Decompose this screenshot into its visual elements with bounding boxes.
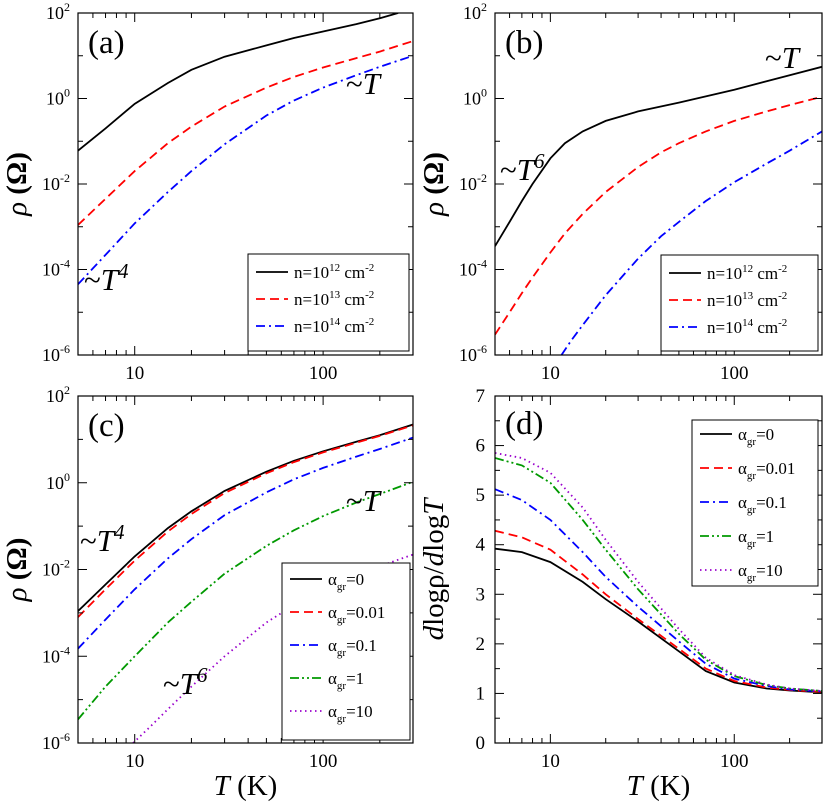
y-tick-label: 10-2 bbox=[42, 557, 70, 580]
legend: αgr=0 αgr=0.01 αgr=0.1 αgr=1 αgr=10 bbox=[691, 419, 819, 587]
x-tick-label: 10 bbox=[125, 751, 144, 772]
legend-label: αgr=0.01 bbox=[738, 459, 795, 482]
y-axis-label: ρ (Ω) bbox=[1, 152, 33, 217]
y-tick-label: 10-6 bbox=[42, 342, 70, 365]
y-tick-label: 4 bbox=[476, 535, 486, 556]
legend: n=1012 cm-2 n=1013 cm-2 n=1014 cm-2 bbox=[660, 254, 819, 352]
legend-label: n=1013 cm-2 bbox=[294, 289, 374, 309]
panel-label: (b) bbox=[505, 25, 543, 61]
y-tick-label: 100 bbox=[46, 470, 70, 493]
x-tick-label: 100 bbox=[720, 363, 749, 384]
series-line bbox=[78, 480, 413, 720]
panel-label: (d) bbox=[505, 406, 543, 442]
annotation: ~T bbox=[346, 66, 383, 101]
y-tick-label: 10-4 bbox=[459, 257, 487, 280]
series-line bbox=[78, 40, 413, 226]
panel-label: (c) bbox=[88, 408, 125, 444]
x-tick-label: 100 bbox=[309, 363, 338, 384]
y-tick-label: 3 bbox=[476, 584, 486, 605]
legend-label: n=1012 cm-2 bbox=[294, 262, 374, 282]
series-line bbox=[495, 488, 822, 693]
x-axis-label: T (K) bbox=[627, 770, 691, 802]
x-tick-label: 10 bbox=[541, 751, 560, 772]
y-axis-label: dlogρ/dlogT bbox=[418, 497, 450, 641]
legend: αgr=0 αgr=0.01 αgr=0.1 αgr=1 αgr=10 bbox=[281, 562, 411, 741]
y-tick-label: 2 bbox=[476, 634, 486, 655]
x-tick-label: 100 bbox=[309, 751, 338, 772]
series-line bbox=[78, 424, 413, 618]
legend-label: n=1013 cm-2 bbox=[707, 290, 787, 310]
series-line bbox=[495, 65, 822, 247]
x-axis-label: T (K) bbox=[214, 770, 278, 802]
y-tick-label: 102 bbox=[463, 0, 487, 23]
legend-box bbox=[247, 253, 410, 352]
y-tick-label: 10-2 bbox=[42, 171, 70, 194]
annotation: ~T4 bbox=[80, 520, 125, 558]
y-axis-label: ρ (Ω) bbox=[418, 152, 450, 217]
legend-label: n=1014 cm-2 bbox=[707, 317, 787, 337]
panel-2: 10 100 10-6 10-4 10-2 100 102 T (K) ρ (Ω) (c) ~T4 ~… bbox=[1, 383, 414, 802]
y-tick-label: 10-4 bbox=[42, 257, 70, 280]
legend-label: αgr=0 bbox=[738, 425, 774, 448]
series-line bbox=[560, 130, 822, 355]
y-tick-label: 100 bbox=[463, 86, 487, 109]
legend-label: αgr=10 bbox=[328, 702, 373, 725]
y-tick-label: 6 bbox=[476, 436, 486, 457]
series-line bbox=[495, 452, 822, 692]
x-tick-label: 100 bbox=[720, 751, 749, 772]
series-line bbox=[495, 95, 822, 336]
legend-label: αgr=10 bbox=[738, 561, 783, 584]
legend: n=1012 cm-2 n=1013 cm-2 n=1014 cm-2 bbox=[247, 253, 410, 352]
series-line bbox=[495, 529, 822, 693]
y-tick-label: 10-4 bbox=[42, 643, 70, 666]
y-tick-label: 10-6 bbox=[459, 342, 487, 365]
legend-label: n=1014 cm-2 bbox=[294, 316, 374, 336]
annotation: ~T bbox=[765, 40, 802, 75]
legend-box bbox=[281, 562, 411, 741]
legend-label: αgr=1 bbox=[738, 527, 774, 550]
legend-label: αgr=0.1 bbox=[328, 636, 377, 659]
legend-label: αgr=0 bbox=[328, 570, 364, 593]
x-tick-label: 10 bbox=[541, 363, 560, 384]
y-tick-label: 100 bbox=[46, 86, 70, 109]
y-tick-label: 102 bbox=[46, 383, 70, 406]
annotation: ~T4 bbox=[84, 259, 129, 297]
annotation: ~T bbox=[346, 483, 383, 518]
y-tick-label: 5 bbox=[476, 485, 486, 506]
legend-box bbox=[691, 419, 819, 587]
y-axis-label: ρ (Ω) bbox=[1, 538, 33, 603]
legend-label: n=1012 cm-2 bbox=[707, 263, 787, 283]
panel-0: 10 100 10-6 10-4 10-2 100 102 ρ (Ω) (a) ~T ~T4 n=10… bbox=[1, 0, 414, 384]
annotation: ~T6 bbox=[163, 663, 208, 701]
series-line bbox=[495, 547, 822, 694]
series-line bbox=[78, 13, 399, 152]
y-tick-label: 0 bbox=[476, 733, 486, 754]
x-tick-label: 10 bbox=[125, 363, 144, 384]
y-tick-label: 10-6 bbox=[42, 730, 70, 753]
annotation: ~T6 bbox=[500, 149, 545, 187]
y-tick-label: 7 bbox=[476, 386, 486, 407]
y-tick-label: 10-2 bbox=[459, 171, 487, 194]
legend-label: αgr=1 bbox=[328, 669, 364, 692]
legend-label: αgr=0.1 bbox=[738, 493, 787, 516]
series-line bbox=[78, 54, 413, 285]
y-tick-label: 102 bbox=[46, 0, 70, 23]
panel-label: (a) bbox=[88, 25, 125, 61]
legend-box bbox=[660, 254, 819, 352]
y-tick-label: 1 bbox=[476, 683, 486, 704]
legend-label: αgr=0.01 bbox=[328, 603, 385, 626]
series-line bbox=[78, 436, 413, 650]
panel-1: 10 100 10-6 10-4 10-2 100 102 ρ (Ω) (b) ~T ~T6 n=10… bbox=[418, 0, 823, 384]
